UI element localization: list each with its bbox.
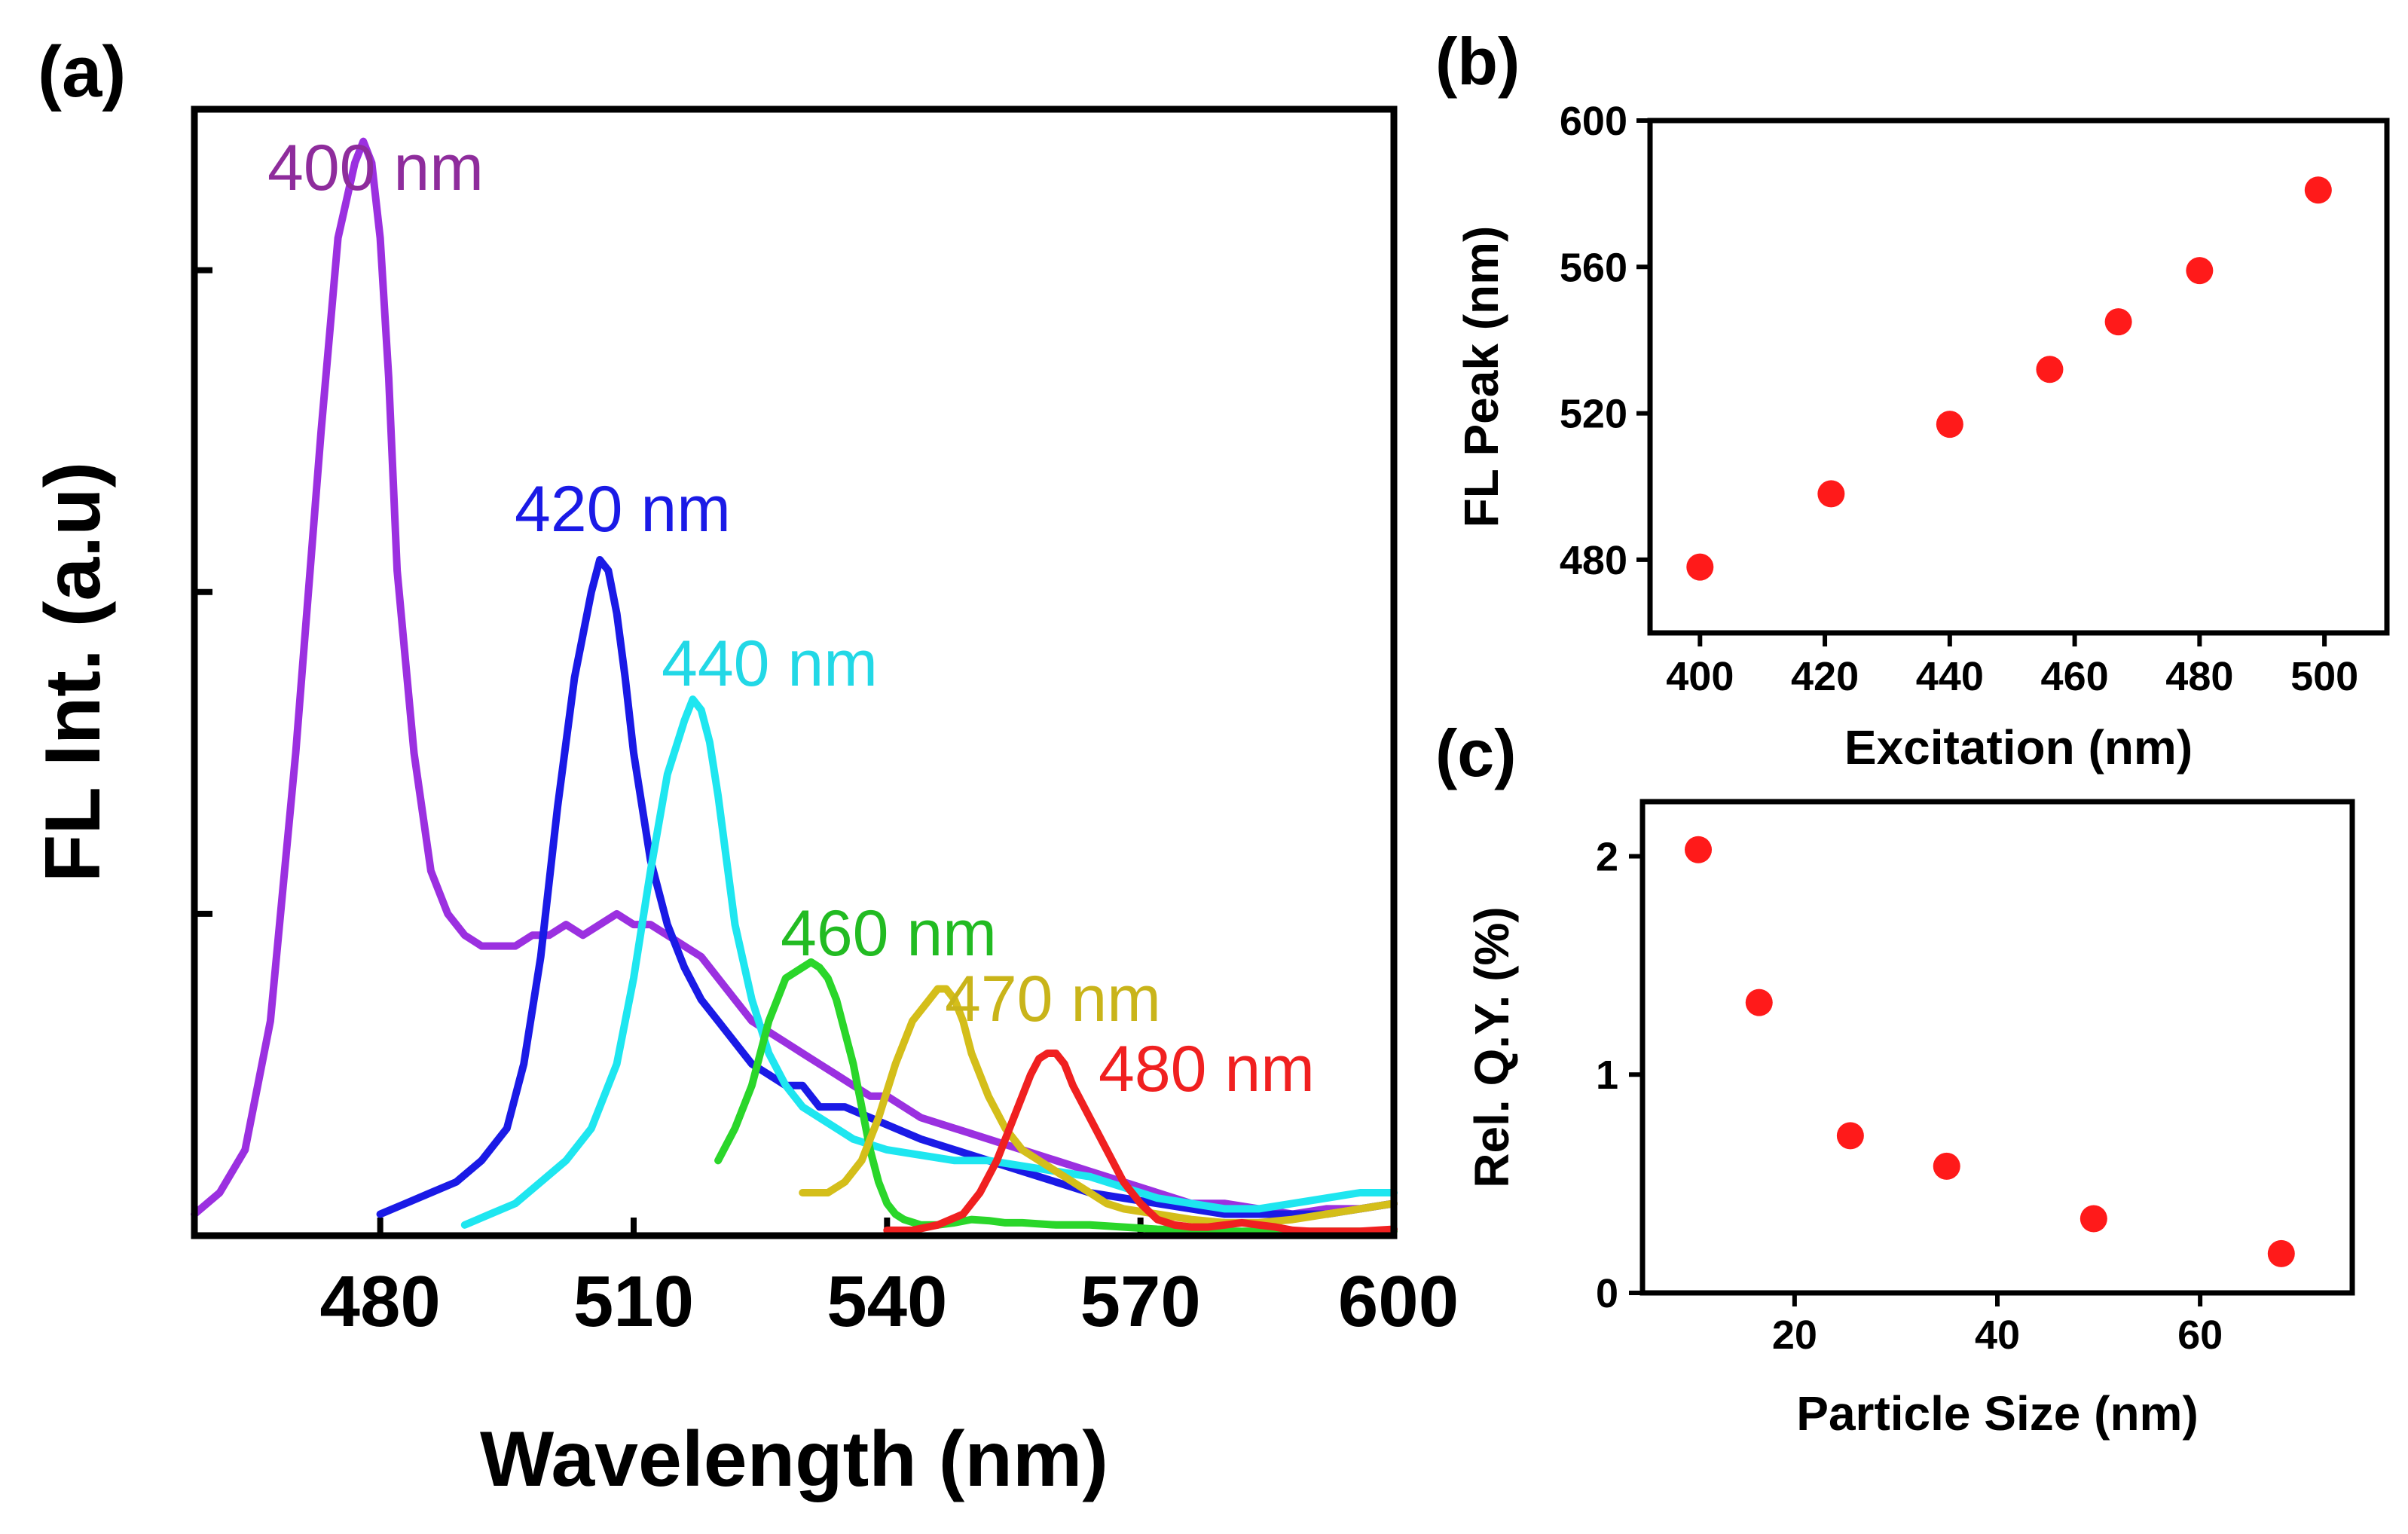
- panel-a-y-axis-title: FL Int. (a.u): [29, 462, 117, 882]
- panel-b: (b) 400 420 440 460 480 500 480 520 560 600 Exci…: [1435, 24, 2390, 775]
- panel-b-point-4: [2104, 308, 2132, 336]
- panel-c-y-tick-label-2: 2: [1596, 834, 1618, 879]
- panel-c-point-4: [2079, 1205, 2107, 1233]
- panel-b-point-1: [1817, 480, 1845, 508]
- panel-c-point-1: [1745, 989, 1773, 1016]
- panel-b-point-3: [2036, 356, 2064, 384]
- series-label-480-nm: 480 nm: [1099, 1033, 1315, 1105]
- series-line-400-nm: [191, 137, 1398, 1218]
- panel-c-x-tick-label-0: 20: [1772, 1312, 1817, 1358]
- panel-b-x-tick-label-3: 460: [2041, 654, 2109, 699]
- panel-b-x-tick-label-0: 400: [1666, 654, 1734, 699]
- panel-b-point-2: [1936, 411, 1963, 439]
- panel-b-x-tick-label-1: 420: [1791, 654, 1859, 699]
- panel-c-label: (c): [1435, 716, 1517, 790]
- panel-c-x-tick-label-2: 60: [2177, 1312, 2223, 1358]
- series-line-480-nm: [883, 1050, 1398, 1236]
- panel-a-x-tick-label-0: 480: [320, 1261, 441, 1342]
- panel-b-y-tick-label-2: 560: [1560, 245, 1627, 290]
- series-label-400-nm: 400 nm: [267, 132, 484, 204]
- panel-b-x-tick-label-5: 500: [2290, 654, 2358, 699]
- panel-c-point-2: [1836, 1122, 1864, 1150]
- panel-b-y-tick-label-3: 600: [1560, 99, 1627, 144]
- panel-b-y-tick-label-0: 480: [1560, 538, 1627, 583]
- panel-b-point-5: [2186, 257, 2214, 285]
- panel-c-points: [1685, 836, 2295, 1267]
- panel-a-x-tick-label-3: 570: [1080, 1261, 1201, 1342]
- panel-b-x-tick-label-2: 440: [1916, 654, 1984, 699]
- series-label-460-nm: 460 nm: [781, 897, 997, 970]
- series-label-420-nm: 420 nm: [515, 473, 731, 545]
- panel-a-x-tick-label-2: 540: [827, 1261, 947, 1342]
- panel-a-frame: [191, 105, 1398, 1239]
- panel-c-x-axis-title: Particle Size (nm): [1796, 1386, 2199, 1441]
- panel-c-y-axis-title: Rel. Q.Y. (%): [1465, 906, 1519, 1187]
- panel-b-x-tick-label-4: 480: [2165, 654, 2233, 699]
- panel-c-frame: [1639, 799, 2355, 1296]
- panel-a-label: (a): [38, 32, 126, 112]
- panel-b-point-0: [1686, 553, 1714, 581]
- panel-c-y-tick-label-1: 1: [1596, 1053, 1618, 1098]
- panel-a-x-axis-title: Wavelength (nm): [480, 1416, 1108, 1503]
- panel-a-x-tick-label-4: 600: [1338, 1261, 1459, 1342]
- panel-b-x-axis-title: Excitation (nm): [1844, 720, 2193, 775]
- panel-c: (c) 20 40 60 0 1 2 Particle Size (nm) Rel. Q…: [1435, 716, 2355, 1441]
- panel-c-x-tick-labels: 20 40 60: [1772, 1312, 2223, 1358]
- panel-b-label: (b): [1435, 24, 1520, 99]
- panel-a-series: [191, 137, 1398, 1236]
- panel-b-point-6: [2304, 176, 2332, 204]
- panel-a-x-tick-labels: 480 510 540 570 600: [320, 1261, 1459, 1342]
- series-line-440-nm: [460, 695, 1398, 1229]
- panel-c-y-tick-label-0: 0: [1596, 1271, 1618, 1316]
- panel-c-point-5: [2267, 1239, 2295, 1267]
- panel-c-y-tick-labels: 0 1 2: [1596, 834, 1618, 1316]
- panel-b-y-tick-label-1: 520: [1560, 392, 1627, 437]
- panel-b-y-tick-labels: 480 520 560 600: [1560, 99, 1627, 583]
- series-label-470-nm: 470 nm: [945, 963, 1161, 1035]
- series-label-440-nm: 440 nm: [662, 628, 878, 700]
- panel-c-point-3: [1933, 1152, 1960, 1180]
- panel-b-x-tick-labels: 400 420 440 460 480 500: [1666, 654, 2358, 699]
- panel-b-points: [1686, 176, 2332, 581]
- panel-c-point-0: [1685, 836, 1713, 863]
- panel-c-x-tick-label-1: 40: [1975, 1312, 2020, 1358]
- panel-a-x-tick-label-1: 510: [573, 1261, 694, 1342]
- panel-b-y-axis-title: FL Peak (nm): [1454, 226, 1508, 528]
- panel-b-frame: [1647, 118, 2390, 636]
